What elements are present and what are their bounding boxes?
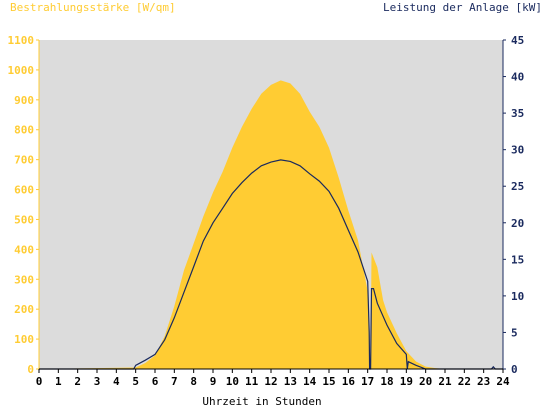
x-tick-label: 19 [400,375,413,388]
x-tick-label: 12 [264,375,277,388]
left-tick-label: 400 [14,243,34,256]
left-tick-label: 900 [14,94,34,107]
x-tick-label: 7 [171,375,178,388]
x-tick-label: 14 [303,375,317,388]
right-tick-label: 40 [511,71,524,84]
x-tick-label: 1 [55,375,62,388]
right-axis-title: Leistung der Anlage [kW] [383,1,542,14]
x-tick-label: 17 [361,375,374,388]
power-line [39,159,503,370]
left-tick-label: 1100 [8,34,35,47]
x-tick-label: 4 [113,375,120,388]
left-tick-label: 800 [14,124,34,137]
left-tick-label: 700 [14,154,34,167]
right-tick-label: 5 [511,326,518,339]
x-tick-label: 9 [210,375,217,388]
left-tick-label: 200 [14,303,34,316]
right-tick-label: 25 [511,180,524,193]
x-tick-label: 10 [226,375,239,388]
right-tick-label: 20 [511,217,524,230]
left-tick-label: 100 [14,333,34,346]
x-tick-label: 13 [284,375,297,388]
irradiance-area [39,80,503,370]
x-tick-label: 8 [190,375,197,388]
x-axis-title: Uhrzeit in Stunden [202,395,321,408]
x-tick-label: 5 [132,375,139,388]
irradiance-area-layer [39,80,503,370]
x-tick-label: 24 [496,375,510,388]
x-tick-label: 11 [245,375,259,388]
left-axis-title: Bestrahlungsstärke [W/qm] [10,1,176,14]
x-tick-label: 3 [94,375,101,388]
right-tick-label: 35 [511,107,524,120]
right-tick-label: 15 [511,253,524,266]
tick-layer: 0100200300400500600700800900100011000510… [8,34,525,388]
x-tick-label: 22 [458,375,471,388]
x-tick-label: 23 [477,375,490,388]
left-tick-label: 600 [14,184,34,197]
x-tick-label: 15 [322,375,335,388]
right-tick-label: 45 [511,34,524,47]
left-tick-label: 1000 [8,64,35,77]
left-tick-label: 0 [27,363,34,376]
x-tick-label: 6 [152,375,159,388]
x-tick-label: 21 [438,375,452,388]
right-tick-label: 30 [511,144,524,157]
power-line-layer [39,159,503,370]
right-tick-label: 10 [511,290,524,303]
left-tick-label: 500 [14,213,34,226]
x-tick-label: 18 [380,375,393,388]
x-tick-label: 2 [74,375,81,388]
x-tick-label: 20 [419,375,432,388]
x-tick-label: 0 [36,375,43,388]
left-tick-label: 300 [14,273,34,286]
x-tick-label: 16 [342,375,356,388]
right-tick-label: 0 [511,363,518,376]
